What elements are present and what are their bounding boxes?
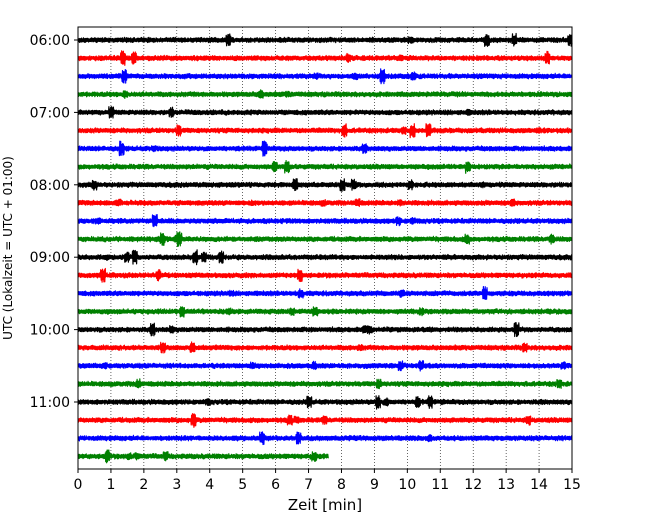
x-tick-label: 8 (337, 477, 346, 493)
seismogram-trace (77, 160, 573, 174)
seismogram-trace (77, 431, 573, 446)
x-tick-label: 3 (172, 477, 181, 493)
seismogram-trace (77, 178, 573, 192)
x-tick-label: 12 (464, 477, 482, 493)
seismogram-trace (77, 89, 573, 99)
y-axis-label: UTC (Lokalzeit = UTC + 01:00) (1, 156, 15, 340)
x-tick-label: 0 (74, 477, 83, 493)
y-tick-label: 10:00 (30, 323, 70, 339)
x-axis-label: Zeit [min] (288, 496, 362, 514)
x-tick-label: 5 (238, 477, 247, 493)
seismogram-trace (77, 198, 573, 208)
seismogram-trace (77, 106, 573, 119)
seismogram-trace (77, 306, 573, 318)
seismogram-trace (77, 341, 573, 354)
x-tick-label: 4 (205, 477, 214, 493)
seismogram-trace (77, 395, 573, 410)
x-tick-label: 1 (106, 477, 115, 493)
y-tick-label: 06:00 (30, 33, 70, 49)
y-axis-ticks: 06:00 07:00 08:00 09:00 10:00 11:00 (30, 33, 78, 411)
x-tick-label: 13 (497, 477, 515, 493)
y-tick-label: 09:00 (30, 250, 70, 266)
seismogram-trace (77, 378, 573, 390)
seismogram-trace (77, 360, 573, 372)
trace-group (77, 32, 573, 464)
y-tick-label: 11:00 (30, 395, 70, 411)
seismogram-trace (77, 123, 573, 139)
seismogram-trace (77, 50, 573, 66)
x-axis-ticks: 0 1 2 3 4 5 6 7 8 9 10 11 12 13 14 15 (74, 469, 581, 493)
seismogram-trace (77, 449, 329, 464)
x-tick-label: 14 (530, 477, 548, 493)
x-tick-label: 7 (304, 477, 313, 493)
seismogram-trace (77, 214, 573, 228)
x-tick-label: 11 (431, 477, 449, 493)
seismogram-trace (77, 322, 573, 338)
x-tick-label: 15 (563, 477, 581, 493)
x-tick-label: 6 (271, 477, 280, 493)
x-tick-label: 9 (370, 477, 379, 493)
seismogram-trace (77, 413, 573, 428)
seismogram-trace (77, 32, 573, 47)
seismogram-trace (77, 267, 573, 283)
seismogram-trace (77, 68, 573, 85)
plot-frame (77, 26, 573, 470)
x-tick-label: 10 (398, 477, 416, 493)
x-tick-label: 2 (139, 477, 148, 493)
seismogram-trace (77, 249, 573, 266)
y-tick-label: 07:00 (30, 105, 70, 121)
y-tick-label: 08:00 (30, 178, 70, 194)
seismogram-trace (77, 286, 573, 300)
seismogram-trace (77, 140, 573, 157)
seismogram-trace (77, 231, 573, 247)
